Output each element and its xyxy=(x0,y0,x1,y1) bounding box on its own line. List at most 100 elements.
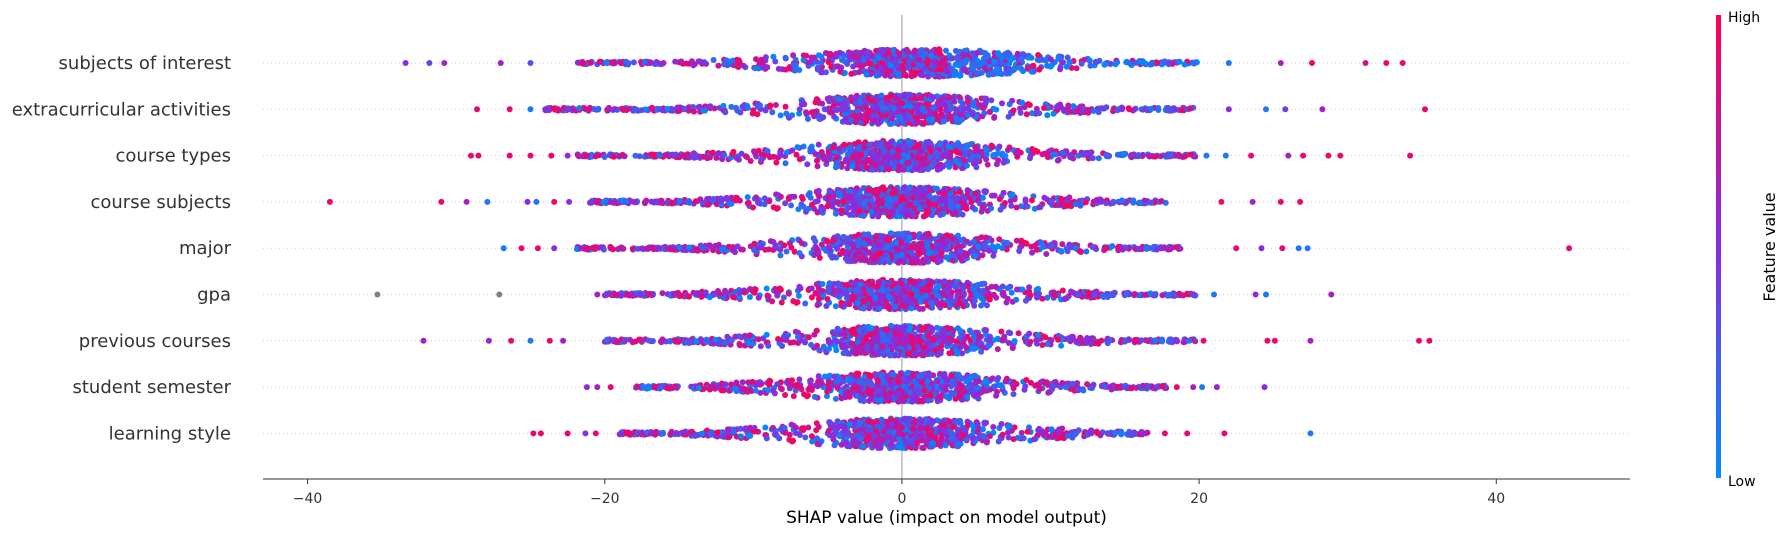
shap-point xyxy=(920,259,927,266)
feature-swarm-course-subjects xyxy=(326,184,1304,220)
shap-point xyxy=(803,52,810,59)
shap-point-outlier xyxy=(1203,152,1210,159)
shap-point xyxy=(913,105,920,112)
shap-point xyxy=(1178,107,1185,114)
shap-point xyxy=(984,161,991,168)
shap-point xyxy=(943,47,949,54)
shap-point-outlier xyxy=(548,152,555,159)
shap-point xyxy=(814,163,821,170)
shap-point xyxy=(1014,50,1021,57)
shap-point xyxy=(959,211,966,218)
shap-point xyxy=(790,52,797,59)
shap-point xyxy=(981,241,988,248)
shap-point xyxy=(1058,104,1064,111)
shap-point xyxy=(936,47,943,54)
shap-point xyxy=(1148,105,1155,112)
shap-point xyxy=(710,247,717,254)
shap-point xyxy=(844,61,851,67)
shap-point xyxy=(896,163,903,170)
shap-point-outlier xyxy=(1277,198,1284,205)
shap-point xyxy=(969,111,976,118)
shap-point xyxy=(619,152,626,158)
shap-point xyxy=(630,59,637,66)
shap-point xyxy=(1030,62,1037,69)
shap-point xyxy=(642,106,649,113)
shap-point xyxy=(586,106,593,113)
shap-point xyxy=(1143,243,1150,250)
shap-point-outlier xyxy=(534,245,541,252)
shap-point xyxy=(1084,149,1091,156)
shap-point-outlier xyxy=(1225,60,1232,66)
shap-point xyxy=(903,117,910,124)
shap-point xyxy=(1072,245,1079,251)
shap-point xyxy=(915,142,922,149)
shap-point xyxy=(974,158,981,164)
shap-point xyxy=(746,294,753,300)
shap-point xyxy=(878,92,885,99)
shap-point xyxy=(860,212,867,219)
shap-point xyxy=(838,64,845,71)
shap-point xyxy=(964,162,970,169)
shap-point xyxy=(636,153,643,160)
shap-point xyxy=(777,246,784,253)
shap-point xyxy=(1135,245,1142,252)
shap-point xyxy=(964,98,971,105)
shap-point xyxy=(788,193,795,200)
shap-point xyxy=(815,187,822,194)
shap-point xyxy=(1087,62,1094,69)
shap-point xyxy=(847,194,854,201)
shap-point xyxy=(893,253,900,260)
shap-point xyxy=(940,118,947,125)
shap-point xyxy=(816,115,823,122)
shap-point xyxy=(604,60,610,67)
shap-point xyxy=(550,105,557,112)
shap-point xyxy=(826,108,833,115)
shap-point xyxy=(847,188,854,195)
shap-point xyxy=(1162,199,1169,206)
shap-point xyxy=(807,59,814,66)
shap-point xyxy=(875,187,882,194)
shap-point-outlier xyxy=(1218,198,1225,205)
shap-point-outlier xyxy=(402,60,409,66)
shap-point xyxy=(939,57,946,64)
shap-point xyxy=(834,199,841,206)
shap-point xyxy=(967,66,974,73)
shap-point xyxy=(1025,54,1032,61)
shap-point xyxy=(882,159,889,166)
shap-point xyxy=(929,116,936,123)
shap-point xyxy=(898,209,905,216)
shap-point xyxy=(825,193,832,200)
shap-point xyxy=(1036,110,1043,117)
shap-point xyxy=(900,71,907,78)
shap-point xyxy=(1063,63,1070,70)
shap-point xyxy=(588,199,595,206)
shap-point xyxy=(1001,200,1008,206)
shap-point xyxy=(944,152,951,159)
shap-point xyxy=(1044,154,1051,161)
shap-point xyxy=(824,203,831,210)
shap-point xyxy=(1186,105,1193,112)
shap-point-outlier xyxy=(1285,152,1292,159)
shap-point xyxy=(857,208,863,214)
shap-point-outlier xyxy=(578,245,584,252)
shap-point xyxy=(962,151,969,158)
shap-point xyxy=(981,188,988,195)
feature-swarm-extracurricular-activities xyxy=(474,91,1428,127)
shap-point xyxy=(875,166,882,172)
shap-point xyxy=(724,62,731,69)
shap-point xyxy=(907,103,914,110)
shap-point xyxy=(707,103,714,110)
shap-point-outlier xyxy=(527,106,534,113)
shap-point xyxy=(1083,248,1090,255)
shap-point xyxy=(744,154,750,161)
shap-point xyxy=(884,208,891,215)
shap-point xyxy=(1064,54,1071,61)
shap-point xyxy=(864,113,871,119)
shap-point xyxy=(1079,108,1086,115)
shap-point xyxy=(831,106,838,113)
shap-point xyxy=(690,104,697,110)
shap-point xyxy=(643,197,650,204)
shap-point xyxy=(836,49,843,56)
shap-point xyxy=(654,106,661,113)
shap-point xyxy=(1057,66,1064,73)
